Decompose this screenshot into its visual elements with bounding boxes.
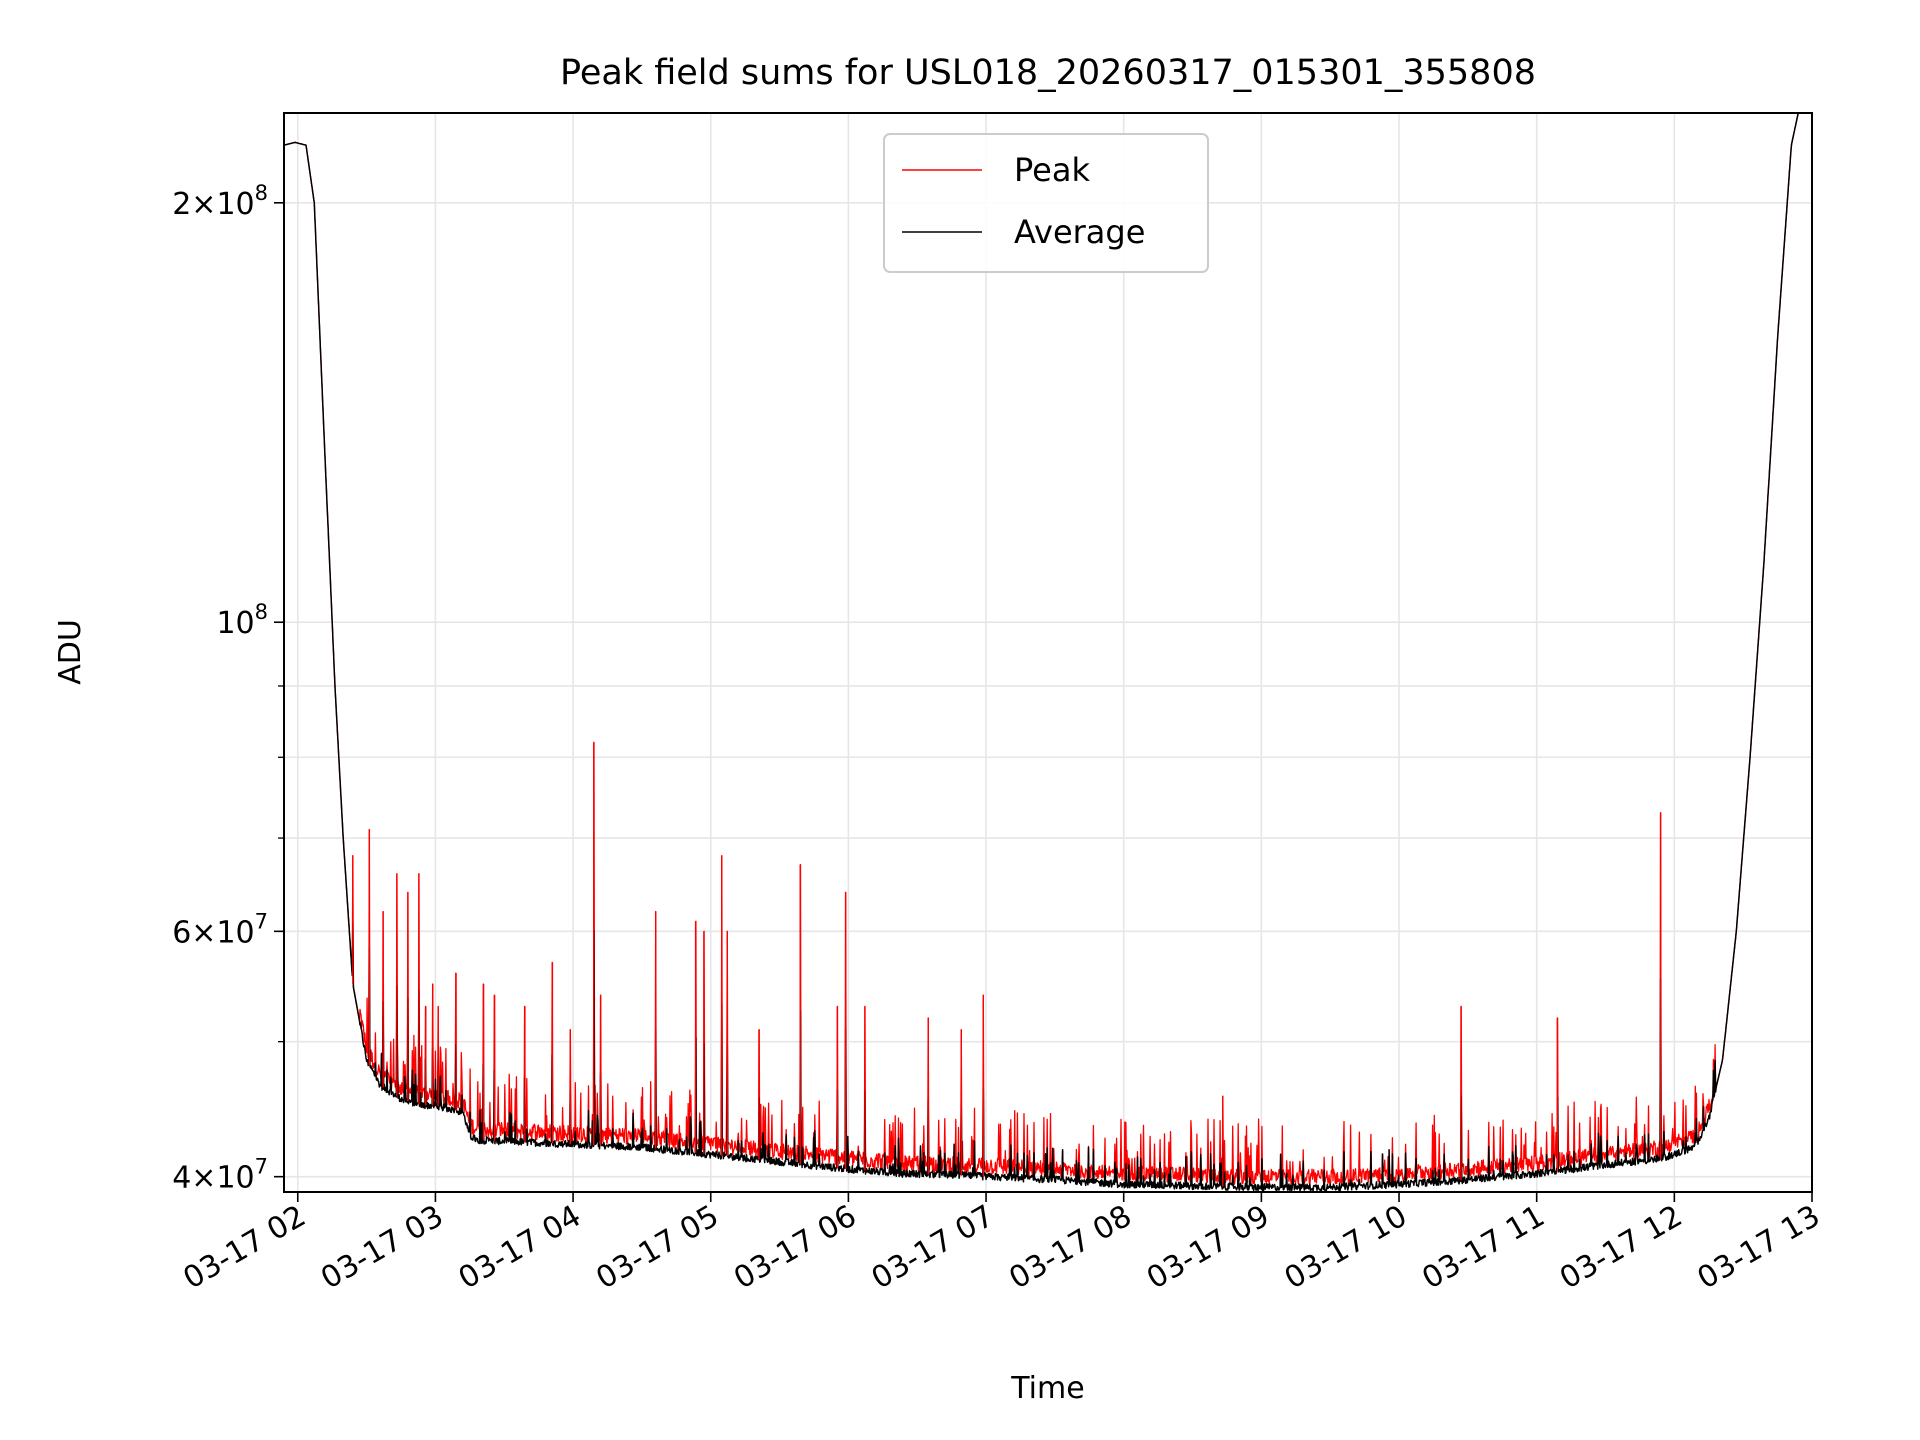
x-tick-label: 03-17 11 <box>1416 1199 1550 1297</box>
x-tick-label: 03-17 13 <box>1692 1199 1826 1297</box>
grid <box>284 113 1813 1192</box>
legend: Peak Average <box>883 133 1209 273</box>
x-tick-label: 03-17 06 <box>728 1199 862 1297</box>
x-tick-label: 03-17 02 <box>177 1199 311 1297</box>
chart-title: Peak field sums for USL018_20260317_0153… <box>560 53 1536 93</box>
y-tick-label: 4×107 <box>172 1155 268 1196</box>
x-tick-label: 03-17 10 <box>1279 1199 1413 1297</box>
plot-area <box>284 113 1812 1192</box>
x-tick-label: 03-17 07 <box>866 1199 1000 1297</box>
x-tick-label: 03-17 08 <box>1003 1199 1137 1297</box>
x-tick-label: 03-17 05 <box>590 1199 724 1297</box>
x-tick-label: 03-17 12 <box>1554 1199 1688 1297</box>
y-tick-label: 108 <box>216 600 268 641</box>
plot-frame <box>283 112 1813 1193</box>
x-tick-label: 03-17 09 <box>1141 1199 1275 1297</box>
legend-box <box>883 133 1209 273</box>
x-tick-label: 03-17 03 <box>315 1199 449 1297</box>
y-tick-label: 6×107 <box>172 909 268 950</box>
series-layer <box>284 113 1802 1192</box>
y-axis-label: ADU <box>53 619 88 685</box>
y-tick-label: 2×108 <box>172 181 268 222</box>
series-average-line <box>284 113 1802 1192</box>
x-tick-label: 03-17 04 <box>453 1199 587 1297</box>
series-peak-line <box>284 113 1802 1186</box>
legend-peak-label: Peak <box>1014 151 1090 189</box>
x-axis-label: Time <box>1010 1371 1084 1406</box>
legend-average-label: Average <box>1014 213 1145 251</box>
